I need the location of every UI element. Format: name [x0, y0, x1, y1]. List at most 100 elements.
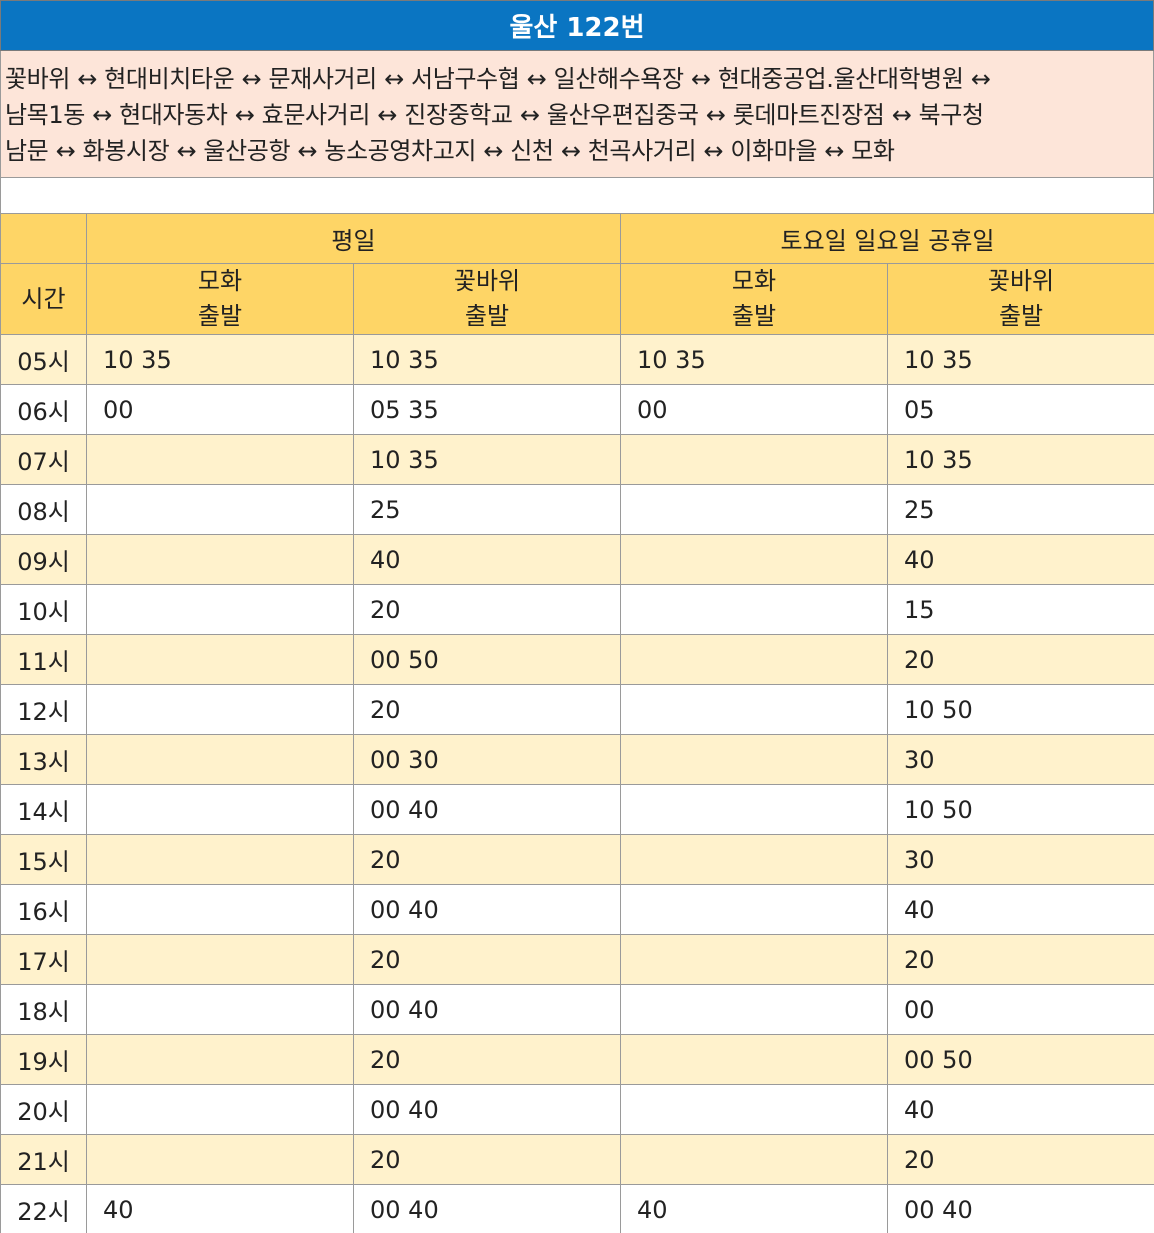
hour-cell: 14시 [0, 784, 87, 835]
weekday-header: 평일 [85, 213, 622, 264]
weekday-mohwa-cell [86, 1134, 354, 1185]
weekday-mohwa-cell [86, 784, 354, 835]
table-row: 07시 10 35 10 35 [0, 434, 1154, 485]
weekend-kkotbawi-cell: 15 [887, 584, 1154, 635]
weekday-mohwa-cell [86, 484, 354, 535]
weekend-mohwa-cell [620, 984, 889, 1035]
weekend-mohwa-cell: 00 [620, 384, 889, 435]
weekday-mohwa-cell [86, 434, 354, 485]
table-row: 19시 20 00 50 [0, 1034, 1154, 1085]
weekday-kkotbawi-cell: 20 [352, 1034, 622, 1085]
weekend-mohwa-cell [620, 734, 889, 785]
hour-cell: 10시 [0, 584, 87, 635]
hour-cell: 20시 [0, 1084, 87, 1135]
table-row: 20시 00 40 40 [0, 1084, 1154, 1135]
hour-cell: 19시 [0, 1034, 87, 1085]
weekend-kkotbawi-cell: 40 [887, 534, 1154, 585]
weekend-kkotbawi-cell: 30 [887, 834, 1154, 885]
weekend-mohwa-cell: 10 35 [620, 334, 889, 385]
weekday-kkotbawi-cell: 00 50 [352, 634, 622, 685]
weekend-mohwa-cell [620, 434, 889, 485]
weekday-mohwa-cell [86, 934, 354, 985]
hour-cell: 21시 [0, 1134, 87, 1185]
weekday-mohwa-header: 모화 출발 [86, 263, 354, 335]
weekend-kkotbawi-cell: 10 50 [887, 784, 1154, 835]
table-row: 12시 20 10 50 [0, 684, 1154, 735]
weekday-mohwa-cell [86, 634, 354, 685]
table-row: 15시 20 30 [0, 834, 1154, 885]
weekday-kkotbawi-cell: 20 [352, 934, 622, 985]
hour-cell: 11시 [0, 634, 87, 685]
table-row: 14시 00 40 10 50 [0, 784, 1154, 835]
table-row: 18시 00 40 00 [0, 984, 1154, 1035]
weekend-kkotbawi-cell: 20 [887, 634, 1154, 685]
hour-cell: 16시 [0, 884, 87, 935]
weekday-mohwa-cell [86, 684, 354, 735]
weekday-kkotbawi-cell: 00 40 [352, 884, 622, 935]
weekend-mohwa-cell [620, 534, 889, 585]
weekend-mohwa-cell [620, 684, 889, 735]
time-header: 시간 [0, 263, 87, 335]
route-stops: 꽃바위 ↔ 현대비치타운 ↔ 문재사거리 ↔ 서남구수협 ↔ 일산해수욕장 ↔ … [0, 51, 1154, 178]
hour-cell: 06시 [0, 384, 87, 435]
weekend-kkotbawi-cell: 30 [887, 734, 1154, 785]
weekday-mohwa-cell [86, 584, 354, 635]
table-row: 08시 25 25 [0, 484, 1154, 535]
weekend-mohwa-cell [620, 1134, 889, 1185]
table-row: 11시 00 50 20 [0, 634, 1154, 685]
weekday-mohwa-cell: 40 [86, 1184, 354, 1233]
weekend-mohwa-cell: 40 [620, 1184, 889, 1233]
weekend-kkotbawi-cell: 40 [887, 884, 1154, 935]
hour-cell: 05시 [0, 334, 87, 385]
weekend-kkotbawi-header: 꽃바위 출발 [887, 263, 1154, 335]
weekday-mohwa-cell [86, 984, 354, 1035]
hour-cell: 07시 [0, 434, 87, 485]
weekend-kkotbawi-cell: 00 [887, 984, 1154, 1035]
table-row: 05시 10 35 10 35 10 35 10 35 [0, 334, 1154, 385]
weekday-mohwa-cell [86, 1084, 354, 1135]
weekend-mohwa-cell [620, 784, 889, 835]
weekday-mohwa-cell [86, 534, 354, 585]
hour-cell: 18시 [0, 984, 87, 1035]
weekend-kkotbawi-cell: 20 [887, 934, 1154, 985]
table-row: 16시 00 40 40 [0, 884, 1154, 935]
hour-cell: 09시 [0, 534, 87, 585]
weekend-kkotbawi-cell: 00 40 [887, 1184, 1154, 1233]
weekday-kkotbawi-header: 꽃바위 출발 [352, 263, 622, 335]
spacer-row [0, 178, 1154, 213]
hour-cell: 22시 [0, 1184, 87, 1233]
weekday-kkotbawi-cell: 00 30 [352, 734, 622, 785]
weekend-mohwa-cell [620, 584, 889, 635]
weekday-mohwa-cell [86, 734, 354, 785]
weekday-mohwa-cell: 00 [86, 384, 354, 435]
weekend-mohwa-cell [620, 634, 889, 685]
weekend-mohwa-cell [620, 1034, 889, 1085]
weekend-kkotbawi-cell: 10 50 [887, 684, 1154, 735]
weekend-kkotbawi-cell: 10 35 [887, 334, 1154, 385]
hour-cell: 17시 [0, 934, 87, 985]
weekend-kkotbawi-cell: 10 35 [887, 434, 1154, 485]
weekday-kkotbawi-cell: 20 [352, 1134, 622, 1185]
weekend-mohwa-cell [620, 1084, 889, 1135]
weekday-kkotbawi-cell: 20 [352, 834, 622, 885]
table-row: 17시 20 20 [0, 934, 1154, 985]
weekend-mohwa-cell [620, 484, 889, 535]
weekday-kkotbawi-cell: 00 40 [352, 784, 622, 835]
weekday-mohwa-cell: 10 35 [86, 334, 354, 385]
weekend-header: 토요일 일요일 공휴일 [620, 213, 1154, 264]
weekday-kkotbawi-cell: 10 35 [352, 434, 622, 485]
table-row: 22시 40 00 40 40 00 40 [0, 1184, 1154, 1233]
weekday-kkotbawi-cell: 20 [352, 584, 622, 635]
weekday-kkotbawi-cell: 00 40 [352, 984, 622, 1035]
weekday-kkotbawi-cell: 25 [352, 484, 622, 535]
weekday-kkotbawi-cell: 00 40 [352, 1084, 622, 1135]
hour-cell: 13시 [0, 734, 87, 785]
hour-cell: 15시 [0, 834, 87, 885]
weekend-mohwa-cell [620, 834, 889, 885]
timetable: 평일 토요일 일요일 공휴일 시간 모화 출발 꽃바위 출발 모화 출발 꽃바위… [0, 213, 1154, 1233]
hour-cell: 12시 [0, 684, 87, 735]
weekend-kkotbawi-cell: 00 50 [887, 1034, 1154, 1085]
page-title: 울산 122번 [0, 0, 1154, 51]
weekend-mohwa-cell [620, 934, 889, 985]
weekend-mohwa-cell [620, 884, 889, 935]
